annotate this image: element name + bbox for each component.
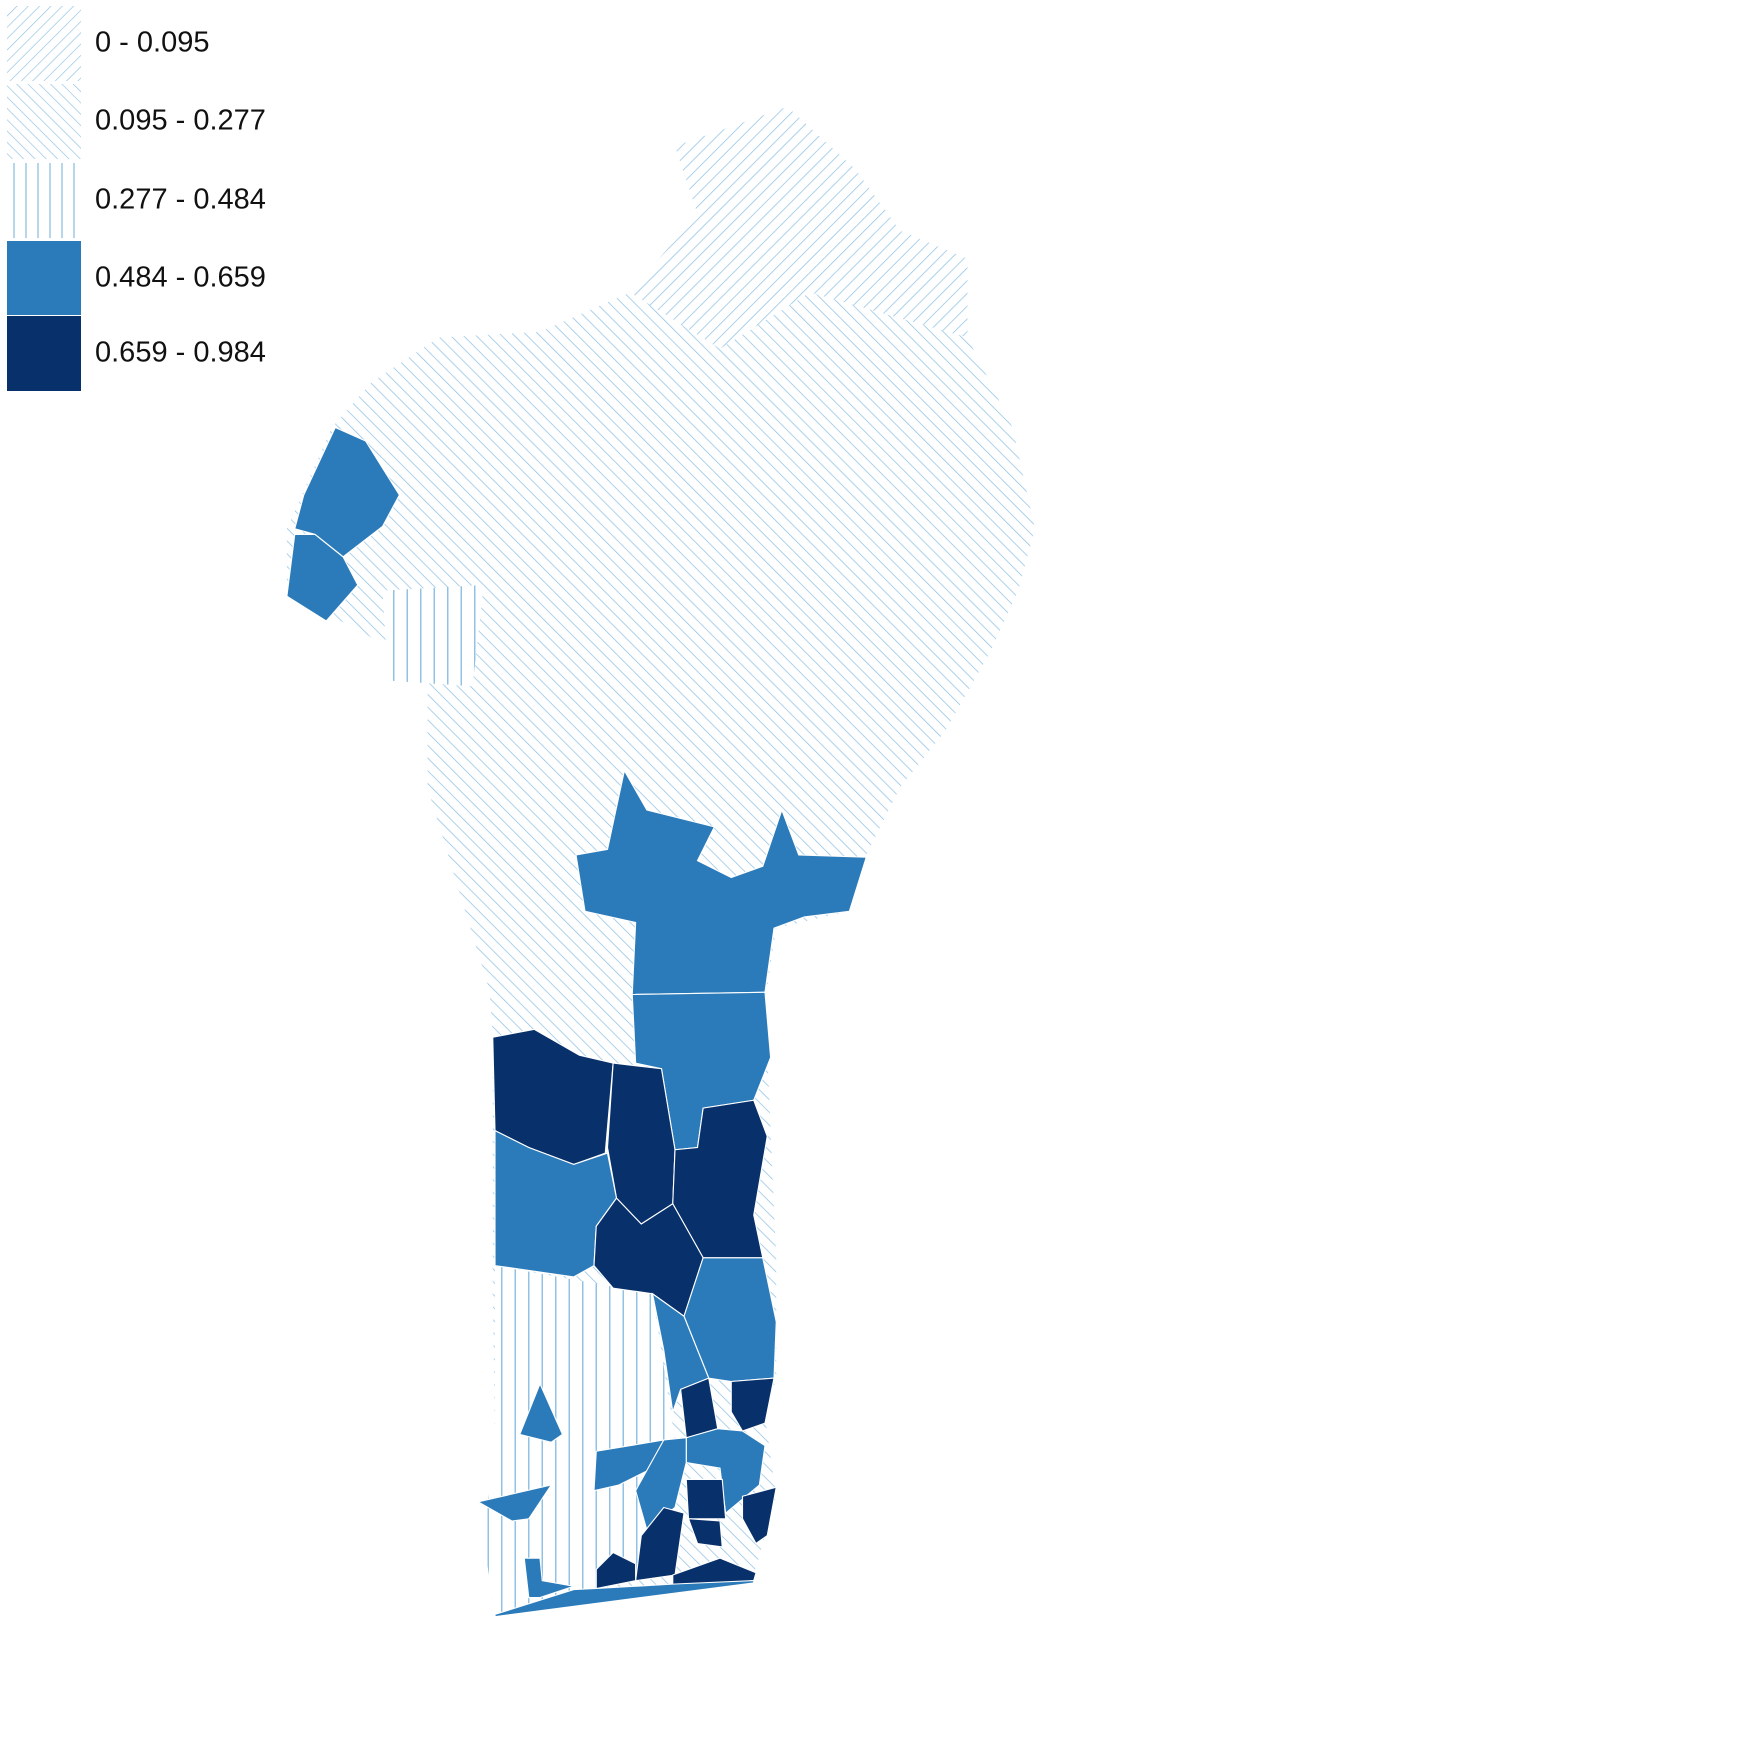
country [286,106,1035,1618]
region [494,1580,755,1618]
legend-swatch [7,84,81,159]
legend-swatch [7,163,81,238]
legend-swatch [7,6,81,81]
region [687,1518,723,1548]
region [593,1439,665,1492]
region [575,769,868,996]
legend-label: 0.659 - 0.984 [95,337,266,369]
region [476,1484,553,1522]
legend-label: 0.277 - 0.484 [95,184,266,216]
region [382,585,484,687]
region [635,1437,687,1531]
region [595,1551,637,1590]
legend-label: 0 - 0.095 [95,27,209,59]
region [483,1265,675,1615]
legend-swatch [7,241,81,315]
region [685,1478,727,1520]
legend: 0 - 0.095 0.095 - 0.277 0.277 - 0.484 0.484… [7,6,266,391]
region [730,1377,775,1432]
legend-swatch [7,316,81,391]
region [741,1486,777,1545]
legend-label: 0.095 - 0.277 [95,105,266,137]
region [630,106,968,349]
region [523,1557,574,1599]
region [518,1382,564,1443]
legend-label: 0.484 - 0.659 [95,262,266,294]
region [634,1506,685,1582]
region [286,533,359,622]
